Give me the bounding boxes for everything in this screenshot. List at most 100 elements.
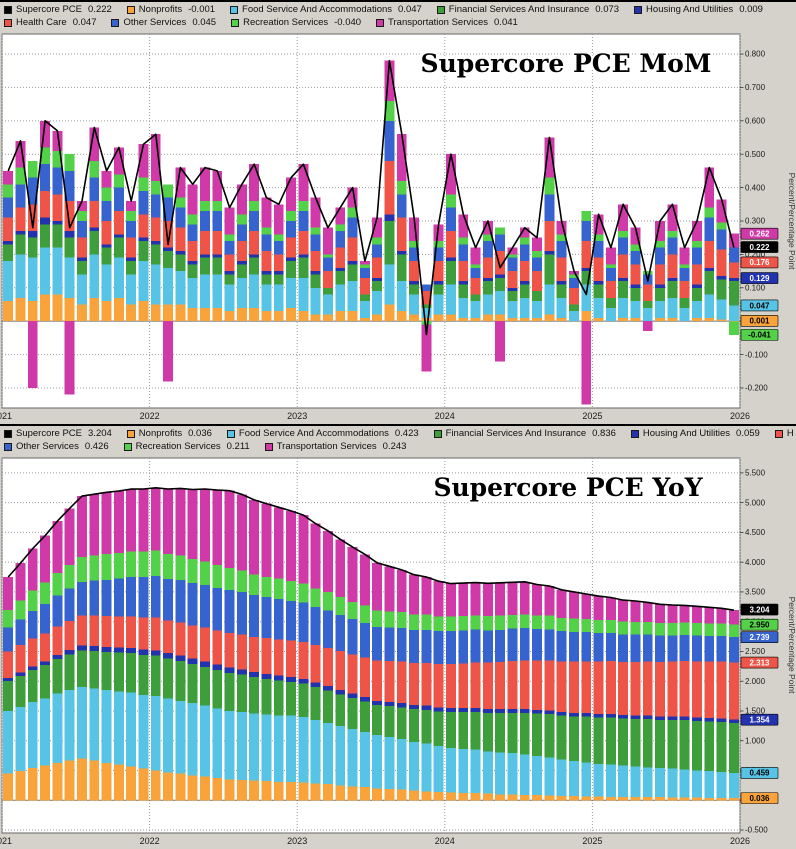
bar-segment bbox=[679, 264, 690, 268]
bar-segment bbox=[27, 301, 38, 322]
bar-segment bbox=[236, 277, 247, 308]
bar-segment bbox=[77, 257, 87, 262]
bar-segment bbox=[138, 177, 149, 191]
bar-segment bbox=[3, 710, 14, 774]
bar-segment bbox=[470, 712, 481, 750]
legend-color-chip bbox=[230, 5, 239, 14]
bar-segment bbox=[236, 184, 247, 215]
bar-segment bbox=[200, 488, 210, 562]
legend-label: Transportation Services bbox=[276, 441, 377, 452]
bar-segment bbox=[138, 694, 149, 769]
bar-segment bbox=[187, 264, 198, 278]
bar-stack bbox=[655, 604, 665, 801]
bar-segment bbox=[323, 686, 333, 691]
bar-segment bbox=[212, 587, 223, 631]
bar-segment bbox=[421, 317, 432, 322]
bar-segment bbox=[482, 583, 493, 617]
bar-segment bbox=[64, 237, 75, 258]
bar-segment bbox=[692, 606, 702, 623]
bar-segment bbox=[52, 572, 63, 596]
bar-segment bbox=[126, 616, 137, 648]
bar-stack bbox=[52, 130, 63, 322]
mom-bars-layer bbox=[3, 60, 739, 405]
bar-segment bbox=[593, 281, 604, 285]
bar-segment bbox=[433, 294, 444, 315]
bar-segment bbox=[642, 634, 653, 662]
yoy-line-layer bbox=[7, 487, 735, 611]
mom-axis-layer: 0.800 0.700 0.600 0.500 0.400 0.300 0.200 0.100… bbox=[0, 50, 768, 421]
bar-segment bbox=[126, 221, 137, 238]
bar-segment bbox=[384, 737, 395, 789]
bar-segment bbox=[249, 210, 260, 232]
bar-segment bbox=[446, 194, 456, 208]
bar-segment bbox=[556, 257, 567, 282]
bar-segment bbox=[323, 610, 333, 649]
legend-color-chip bbox=[4, 5, 12, 14]
bar-segment bbox=[556, 589, 567, 618]
bar-stack bbox=[704, 167, 715, 322]
bar-segment bbox=[581, 713, 592, 717]
bar-segment bbox=[532, 257, 542, 272]
bar-segment bbox=[3, 170, 14, 185]
bar-segment bbox=[679, 716, 690, 721]
bar-segment bbox=[593, 763, 604, 797]
bar-stack bbox=[359, 261, 370, 322]
bar-segment bbox=[716, 623, 727, 636]
bar-segment bbox=[27, 257, 38, 302]
bar-segment bbox=[630, 227, 641, 245]
bar-segment bbox=[249, 636, 260, 672]
bar-stack bbox=[532, 237, 542, 322]
bar-segment bbox=[138, 214, 149, 238]
bar-segment bbox=[224, 568, 235, 591]
bar-segment bbox=[642, 719, 653, 768]
bar-segment bbox=[507, 317, 518, 322]
bar-segment bbox=[642, 271, 653, 275]
bar-stack bbox=[532, 584, 542, 801]
bar-segment bbox=[507, 257, 518, 272]
bar-segment bbox=[482, 630, 493, 663]
value-badge-text: 2.313 bbox=[749, 658, 770, 667]
bar-segment bbox=[40, 120, 50, 148]
bar-segment bbox=[507, 794, 518, 801]
bar-segment bbox=[421, 307, 432, 318]
bar-segment bbox=[396, 612, 407, 629]
bar-stack bbox=[126, 200, 137, 322]
legend-value: 0.426 bbox=[84, 441, 109, 452]
legend-color-chip bbox=[376, 18, 385, 27]
bar-stack bbox=[200, 167, 210, 322]
bar-segment bbox=[655, 221, 665, 242]
bar-segment bbox=[261, 503, 272, 577]
bar-segment bbox=[3, 651, 14, 679]
bar-segment bbox=[15, 600, 26, 620]
bar-segment bbox=[89, 127, 100, 161]
bar-segment bbox=[421, 304, 432, 308]
bar-segment bbox=[605, 247, 616, 265]
bar-segment bbox=[458, 749, 469, 794]
legend-label: Other Services bbox=[123, 17, 187, 28]
bar-segment bbox=[150, 180, 161, 195]
bar-segment bbox=[384, 304, 395, 322]
bar-segment bbox=[286, 257, 296, 262]
bar-segment bbox=[692, 284, 702, 288]
bar-segment bbox=[77, 650, 87, 688]
bar-segment bbox=[569, 796, 579, 801]
bar-segment bbox=[212, 630, 223, 665]
bar-segment bbox=[679, 605, 690, 623]
bar-segment bbox=[101, 244, 112, 248]
bar-segment bbox=[335, 596, 346, 615]
bar-segment bbox=[212, 254, 223, 258]
bar-segment bbox=[384, 611, 395, 628]
bar-segment bbox=[261, 284, 272, 312]
bar-segment bbox=[569, 716, 579, 761]
bar-segment bbox=[446, 663, 456, 708]
bar-segment bbox=[310, 287, 321, 315]
legend-value: 0.047 bbox=[72, 17, 97, 28]
bar-segment bbox=[667, 237, 678, 255]
legend-color-chip bbox=[433, 429, 442, 438]
legend-color-chip bbox=[123, 442, 132, 451]
bar-segment bbox=[569, 271, 579, 275]
bar-segment bbox=[335, 207, 346, 225]
bar-segment bbox=[64, 760, 75, 801]
bar-segment bbox=[163, 184, 173, 198]
bar-segment bbox=[482, 294, 493, 315]
